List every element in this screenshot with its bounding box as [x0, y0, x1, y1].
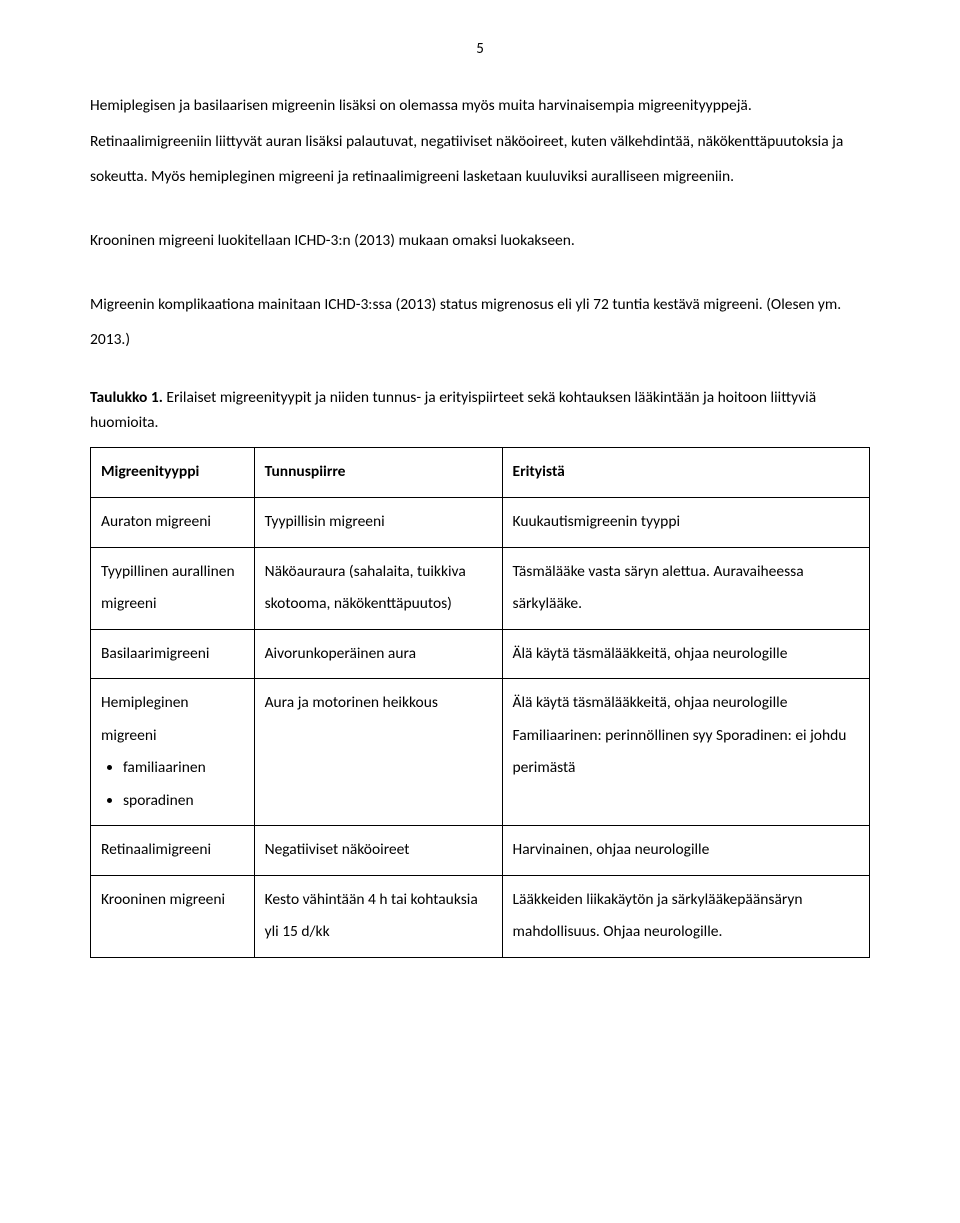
paragraph-1: Hemiplegisen ja basilaarisen migreenin l… [90, 88, 870, 195]
cell-special: Täsmälääke vasta säryn alettua. Auravaih… [502, 547, 869, 629]
cell-type: Basilaarimigreeni [91, 629, 255, 679]
col-header-special: Erityistä [502, 448, 869, 498]
cell-feature: Näköauraura (sahalaita, tuikkiva skotoom… [254, 547, 502, 629]
table-row: Tyypillinen aurallinen migreeni Näköaura… [91, 547, 870, 629]
paragraph-2: Krooninen migreeni luokitellaan ICHD-3:n… [90, 223, 870, 259]
table-row: Auraton migreeni Tyypillisin migreeni Ku… [91, 497, 870, 547]
table-row: Retinaalimigreeni Negatiiviset näköoiree… [91, 826, 870, 876]
cell-feature: Aivorunkoperäinen aura [254, 629, 502, 679]
cell-special: Älä käytä täsmälääkkeitä, ohjaa neurolog… [502, 679, 869, 826]
table-row: Basilaarimigreeni Aivorunkoperäinen aura… [91, 629, 870, 679]
cell-special: Lääkkeiden liikakäytön ja särkylääkepään… [502, 875, 869, 957]
table-caption-text: Erilaiset migreenityypit ja niiden tunnu… [90, 388, 816, 432]
table-row: Krooninen migreeni Kesto vähintään 4 h t… [91, 875, 870, 957]
cell-special: Harvinainen, ohjaa neurologille [502, 826, 869, 876]
cell-feature: Kesto vähintään 4 h tai kohtauksia yli 1… [254, 875, 502, 957]
cell-type: Tyypillinen aurallinen migreeni [91, 547, 255, 629]
cell-type: Hemipleginen migreeni familiaarinen spor… [91, 679, 255, 826]
table-caption: Taulukko 1. Erilaiset migreenityypit ja … [90, 386, 870, 436]
cell-type: Auraton migreeni [91, 497, 255, 547]
col-header-feature: Tunnuspiirre [254, 448, 502, 498]
col-header-type: Migreenityyppi [91, 448, 255, 498]
page-number: 5 [90, 40, 870, 58]
list-item: familiaarinen [123, 752, 244, 785]
table-row: Hemipleginen migreeni familiaarinen spor… [91, 679, 870, 826]
paragraph-3: Migreenin komplikaationa mainitaan ICHD-… [90, 287, 870, 358]
hemiplegic-subtypes: familiaarinen sporadinen [101, 752, 244, 817]
document-page: 5 Hemiplegisen ja basilaarisen migreenin… [0, 0, 960, 1223]
list-item: sporadinen [123, 785, 244, 818]
cell-feature: Aura ja motorinen heikkous [254, 679, 502, 826]
cell-feature: Negatiiviset näköoireet [254, 826, 502, 876]
migraine-types-table: Migreenityyppi Tunnuspiirre Erityistä Au… [90, 447, 870, 958]
cell-type: Retinaalimigreeni [91, 826, 255, 876]
table-header-row: Migreenityyppi Tunnuspiirre Erityistä [91, 448, 870, 498]
cell-type: Krooninen migreeni [91, 875, 255, 957]
hemiplegic-label: Hemipleginen migreeni [101, 693, 189, 745]
cell-feature: Tyypillisin migreeni [254, 497, 502, 547]
table-caption-label: Taulukko 1. [90, 388, 163, 407]
cell-special: Älä käytä täsmälääkkeitä, ohjaa neurolog… [502, 629, 869, 679]
cell-special: Kuukautismigreenin tyyppi [502, 497, 869, 547]
